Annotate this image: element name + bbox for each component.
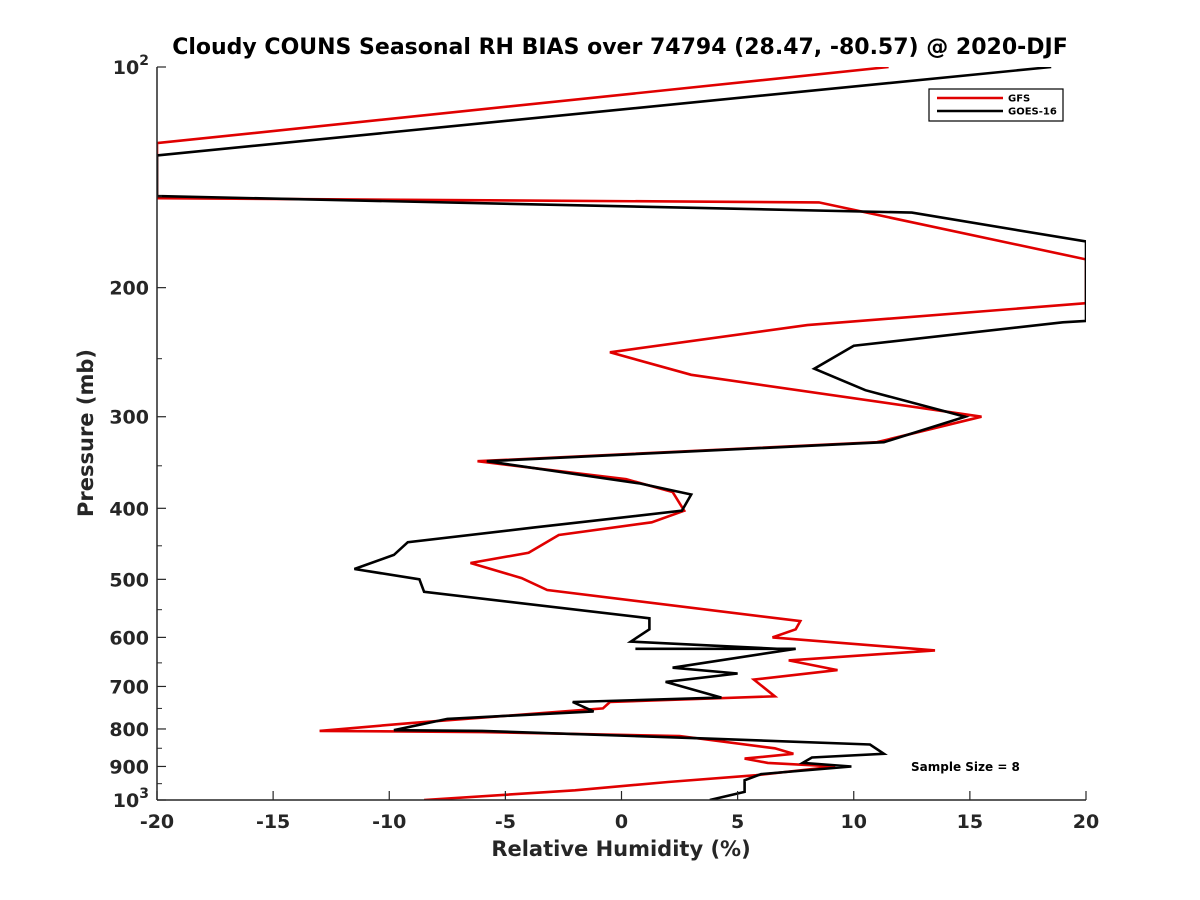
x-tick-label: 0	[615, 811, 628, 833]
x-tick-label: -5	[495, 811, 516, 833]
x-tick-label: -15	[256, 811, 290, 833]
legend-label-gfs: GFS	[1008, 94, 1030, 105]
x-tick-label: 15	[957, 811, 983, 833]
sample-size-annotation: Sample Size = 8	[911, 760, 1020, 774]
y-axis-ticks: 102 200 300 400 500 600 700 800 900 103	[109, 53, 166, 812]
y-tick-label: 600	[109, 627, 149, 649]
y-tick-label: 200	[109, 278, 149, 300]
y-tick-label: 800	[109, 719, 149, 741]
y-axis-label: Pressure (mb)	[74, 349, 98, 517]
y-tick-label: 700	[109, 676, 149, 698]
x-tick-label: -20	[140, 811, 174, 833]
x-tick-label: 20	[1073, 811, 1099, 833]
x-tick-label: 10	[841, 811, 867, 833]
series-line-goes16	[157, 67, 1086, 800]
plot-area	[156, 67, 1086, 801]
x-axis-ticks: -20 -15 -10 -5 0 5 10 15 20	[140, 791, 1099, 833]
x-axis-label: Relative Humidity (%)	[491, 837, 750, 861]
y-tick-label: 500	[109, 569, 149, 591]
y-tick-label: 300	[109, 407, 149, 429]
chart-title: Cloudy COUNS Seasonal RH BIAS over 74794…	[172, 35, 1068, 60]
legend-label-goes16: GOES-16	[1008, 107, 1057, 118]
x-tick-label: -10	[372, 811, 406, 833]
legend-box	[928, 88, 1064, 122]
y-tick-label: 900	[109, 756, 149, 778]
series-layer	[157, 67, 1086, 800]
series-line-gfs	[157, 67, 1086, 800]
x-tick-label: 5	[731, 811, 744, 833]
y-tick-label: 103	[113, 786, 149, 812]
y-tick-label: 102	[113, 53, 149, 79]
legend: GFS GOES-16	[928, 88, 1064, 122]
y-tick-label: 400	[109, 498, 149, 520]
